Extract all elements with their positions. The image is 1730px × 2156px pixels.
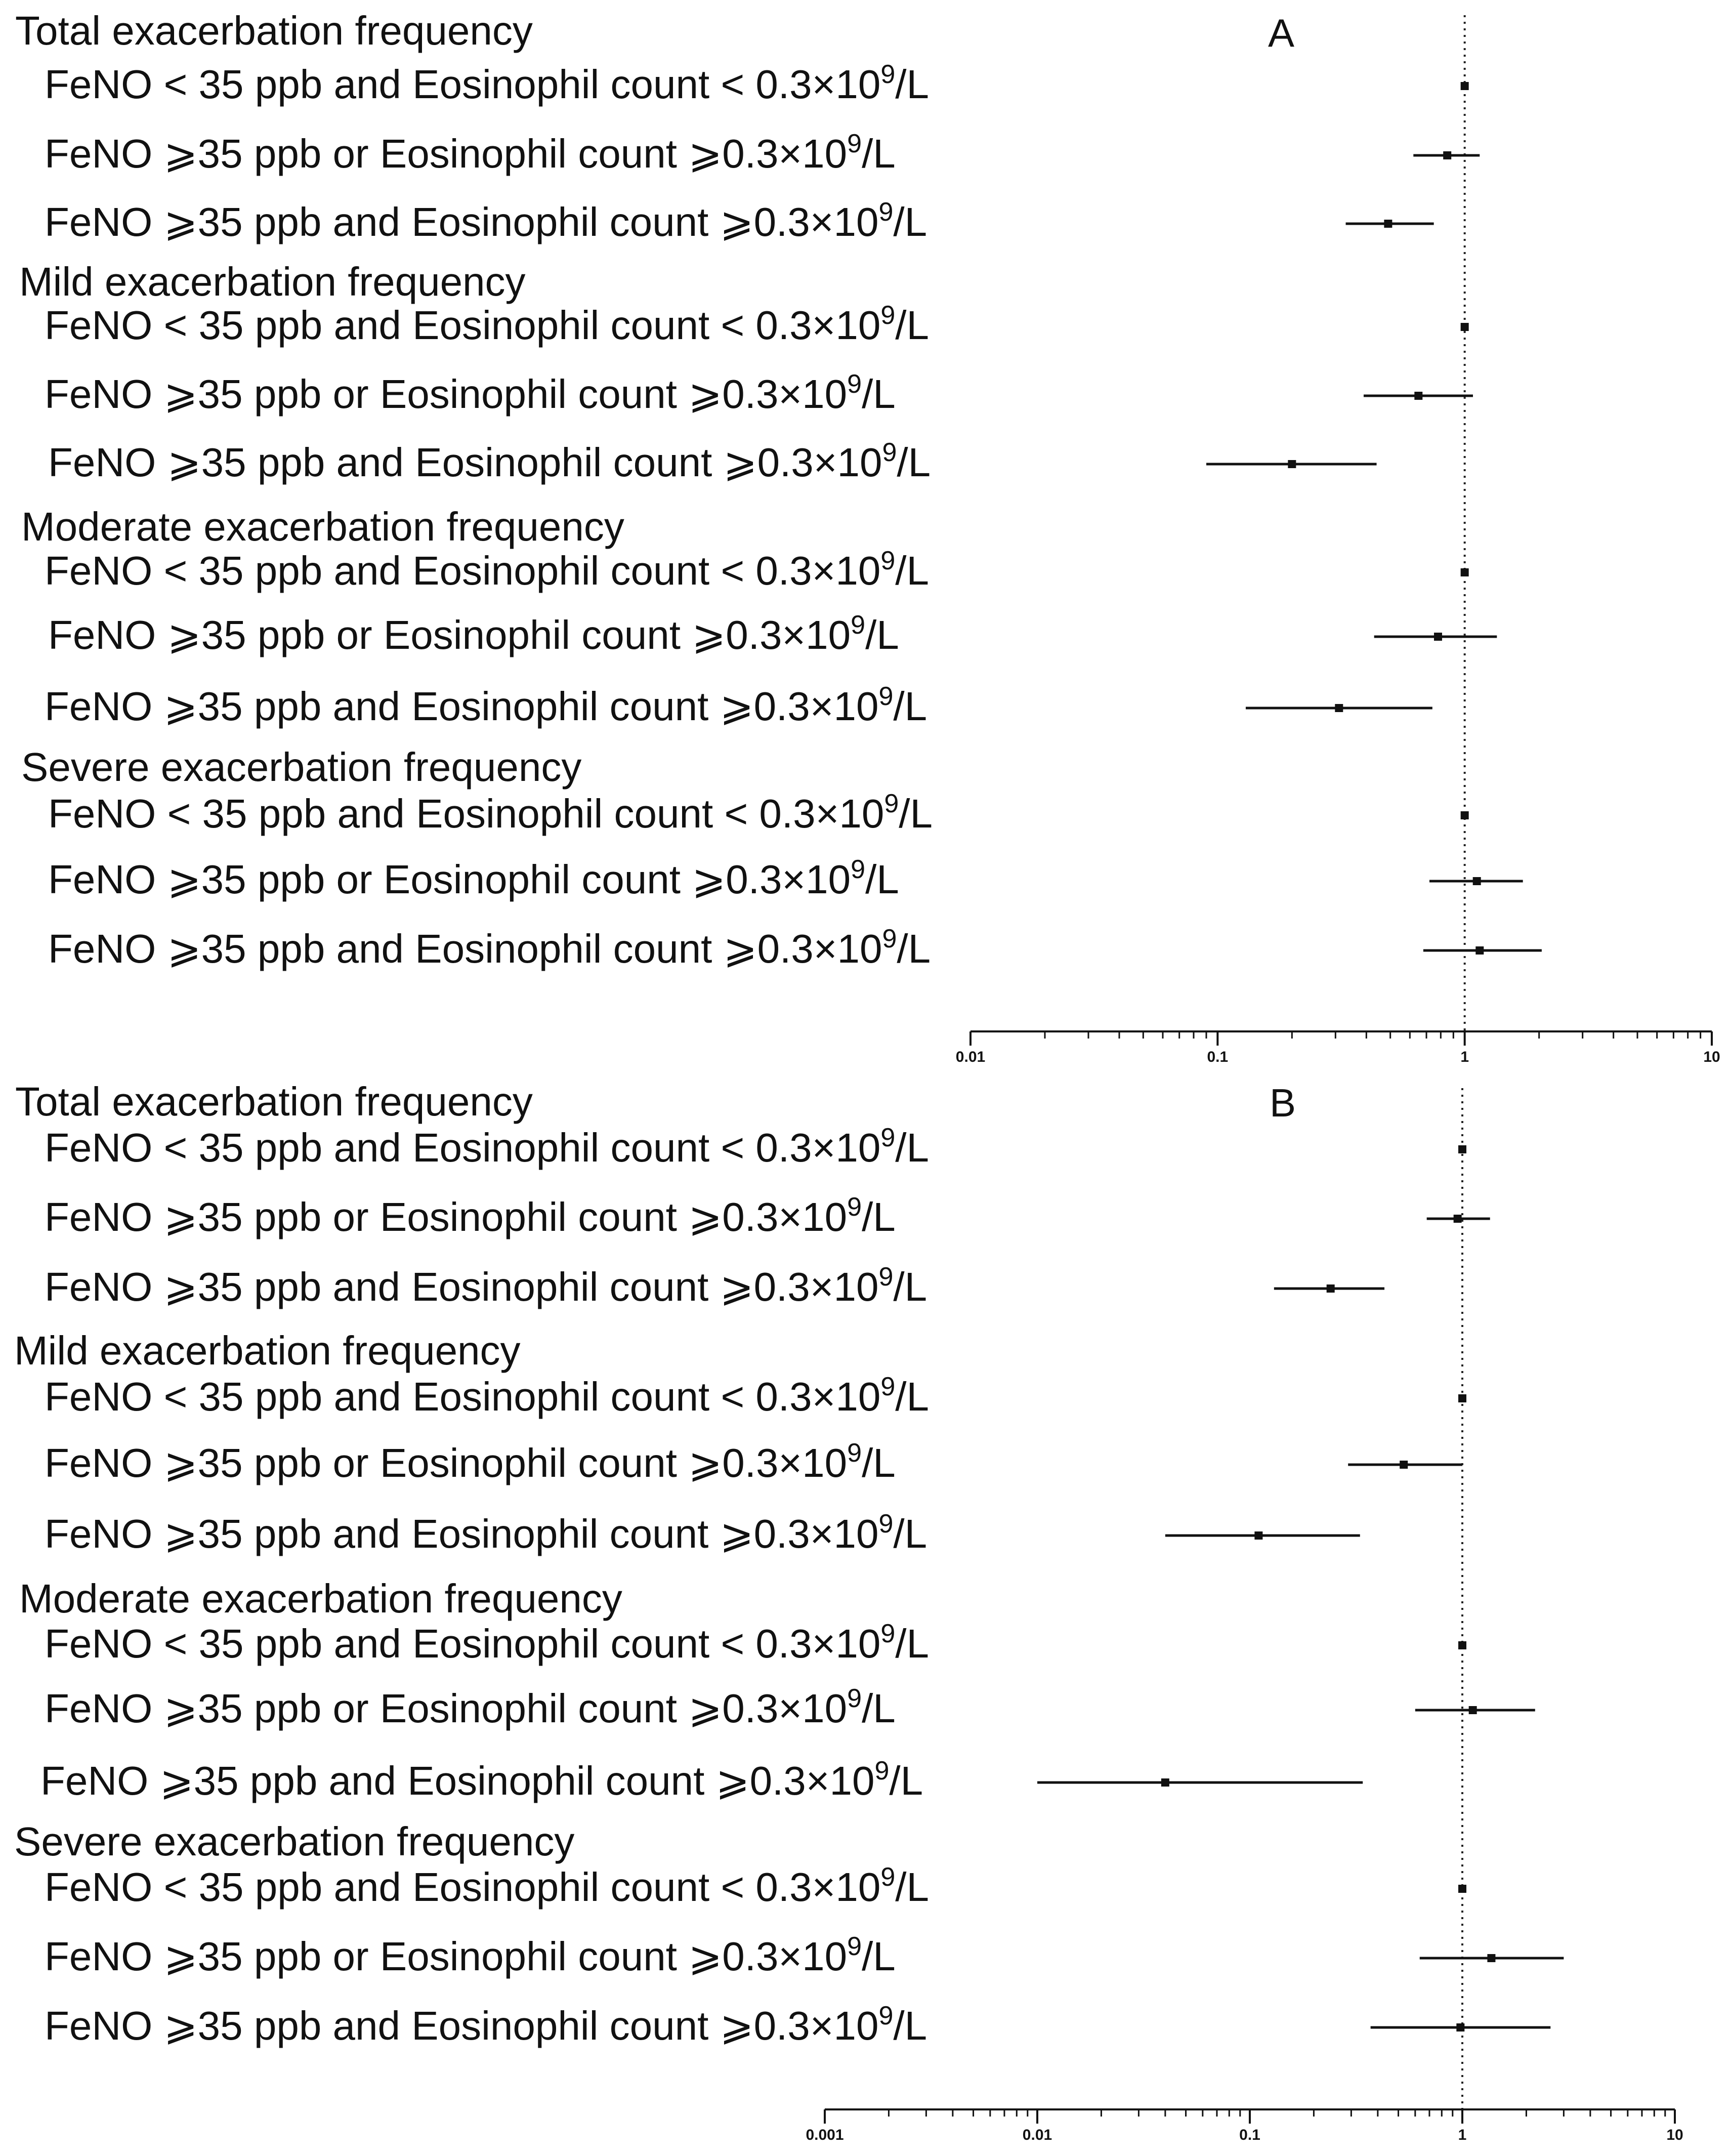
point-estimate [1468, 1706, 1477, 1714]
point-estimate [1161, 1778, 1169, 1787]
group-title: Severe exacerbation frequency [14, 1819, 574, 1864]
x-tick-label: 0.1 [1207, 1049, 1228, 1065]
x-tick-label: 0.1 [1239, 2127, 1260, 2143]
row-label: FeNO < 35 ppb and Eosinophil count < 0.3… [45, 546, 929, 593]
point-estimate [1443, 151, 1452, 159]
point-estimate [1384, 220, 1393, 228]
point-estimate [1326, 1284, 1335, 1293]
x-tick-label: 1 [1458, 2127, 1467, 2143]
row-label: FeNO ⩾35 ppb or Eosinophil count ⩾0.3×10… [45, 369, 896, 417]
row-label: FeNO < 35 ppb and Eosinophil count < 0.3… [45, 60, 929, 107]
group-title: Moderate exacerbation frequency [21, 504, 624, 549]
row-label: FeNO ⩾35 ppb or Eosinophil count ⩾0.3×10… [48, 855, 899, 902]
point-estimate [1400, 1461, 1408, 1469]
forest-panel-b: B 0.001 0.01 0.1 1 10 Total exacerbation frequ… [14, 1079, 1683, 2143]
panel-label: B [1270, 1081, 1296, 1125]
group-title: Mild exacerbation frequency [14, 1328, 521, 1373]
group-title: Mild exacerbation frequency [19, 259, 526, 304]
x-tick-label: 10 [1666, 2127, 1683, 2143]
row-label: FeNO < 35 ppb and Eosinophil count < 0.3… [48, 789, 933, 836]
row-label: FeNO ⩾35 ppb and Eosinophil count ⩾0.3×1… [45, 197, 927, 244]
x-tick-label: 0.01 [956, 1049, 985, 1065]
row-label: FeNO ⩾35 ppb or Eosinophil count ⩾0.3×10… [45, 1438, 896, 1485]
x-tick-label: 0.01 [1023, 2127, 1052, 2143]
row-label: FeNO ⩾35 ppb or Eosinophil count ⩾0.3×10… [45, 1192, 896, 1239]
point-estimate [1458, 1885, 1466, 1893]
point-estimate [1458, 1394, 1466, 1402]
point-estimate [1460, 82, 1469, 90]
forest-panel-a: A 0.01 0.1 1 10 Total exacerbation frequency F… [15, 8, 1720, 1065]
point-estimate [1288, 460, 1296, 468]
point-estimate [1414, 392, 1423, 400]
point-estimate [1456, 2023, 1465, 2031]
row-label: FeNO < 35 ppb and Eosinophil count < 0.3… [45, 1862, 929, 1910]
x-tick-label: 0.001 [806, 2127, 843, 2143]
point-estimate [1254, 1531, 1263, 1540]
row-label: FeNO ⩾35 ppb and Eosinophil count ⩾0.3×1… [48, 924, 931, 971]
point-estimate [1458, 1641, 1466, 1649]
point-estimate [1453, 1215, 1462, 1223]
row-label: FeNO ⩾35 ppb or Eosinophil count ⩾0.3×10… [45, 129, 896, 176]
group-title: Total exacerbation frequency [15, 8, 533, 53]
row-label: FeNO ⩾35 ppb and Eosinophil count ⩾0.3×1… [45, 2001, 927, 2048]
point-estimate [1458, 1145, 1466, 1153]
point-estimate [1460, 811, 1469, 819]
row-label: FeNO ⩾35 ppb and Eosinophil count ⩾0.3×1… [45, 682, 927, 729]
point-estimate [1335, 704, 1343, 712]
point-estimate [1433, 633, 1442, 641]
x-tick-label: 10 [1703, 1049, 1720, 1065]
row-label: FeNO < 35 ppb and Eosinophil count < 0.3… [45, 301, 929, 348]
row-label: FeNO ⩾35 ppb and Eosinophil count ⩾0.3×1… [48, 438, 931, 485]
row-label: FeNO ⩾35 ppb and Eosinophil count ⩾0.3×1… [45, 1509, 927, 1556]
row-label: FeNO ⩾35 ppb and Eosinophil count ⩾0.3×1… [45, 1262, 927, 1309]
group-title: Total exacerbation frequency [15, 1079, 533, 1124]
row-label: FeNO < 35 ppb and Eosinophil count < 0.3… [45, 1372, 929, 1419]
group-title: Moderate exacerbation frequency [19, 1576, 622, 1621]
panel-label: A [1268, 11, 1294, 55]
row-label: FeNO ⩾35 ppb and Eosinophil count ⩾0.3×1… [40, 1756, 923, 1803]
point-estimate [1460, 568, 1469, 576]
point-estimate [1475, 946, 1484, 955]
point-estimate [1472, 877, 1481, 885]
row-label: FeNO < 35 ppb and Eosinophil count < 0.3… [45, 1123, 929, 1170]
x-tick-label: 1 [1460, 1049, 1469, 1065]
row-label: FeNO < 35 ppb and Eosinophil count < 0.3… [45, 1619, 929, 1666]
row-label: FeNO ⩾35 ppb or Eosinophil count ⩾0.3×10… [45, 1932, 896, 1979]
point-estimate [1487, 1954, 1496, 1962]
row-label: FeNO ⩾35 ppb or Eosinophil count ⩾0.3×10… [45, 1684, 896, 1731]
point-estimate [1460, 323, 1469, 331]
row-label: FeNO ⩾35 ppb or Eosinophil count ⩾0.3×10… [48, 610, 899, 657]
group-title: Severe exacerbation frequency [21, 744, 581, 790]
